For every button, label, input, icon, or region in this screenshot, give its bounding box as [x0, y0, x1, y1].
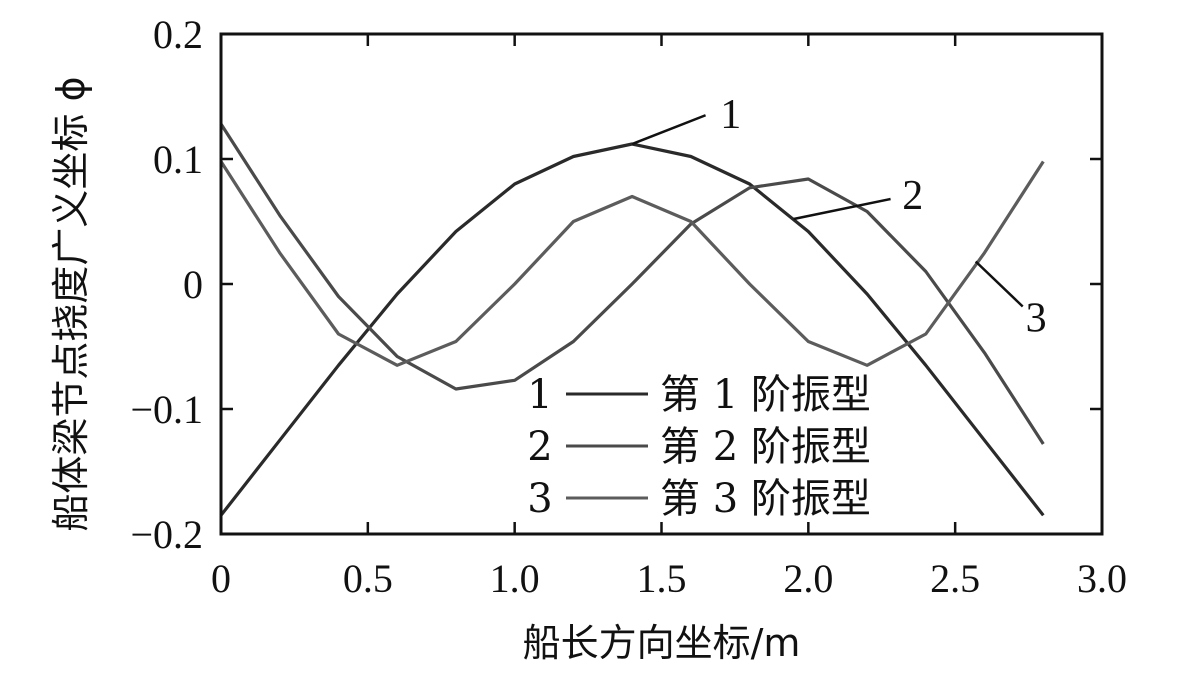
x-tick-label: 0: [211, 556, 231, 601]
y-tick-label: 0.2: [153, 12, 203, 57]
series-line-2: [219, 123, 1045, 445]
x-axis-title: 船长方向坐标/m: [523, 621, 801, 665]
x-tick-label: 2.5: [930, 556, 980, 601]
y-axis-title: 船体梁节点挠度广义坐标 ϕ: [49, 76, 93, 531]
y-tick-label: −0.1: [130, 387, 203, 432]
tick-layer: 0 0.5 1.0 1.5 2.0 2.5 3.0 0.2 0.1 0 −0.1 −0.2: [130, 12, 1127, 601]
y-tick-label: −0.2: [130, 512, 203, 557]
callout-label-3: 3: [1026, 296, 1047, 342]
y-tick-label: 0.1: [153, 137, 203, 182]
series-layer: [219, 123, 1045, 517]
x-tick-label: 3.0: [1077, 556, 1127, 601]
x-tick-label: 1.5: [637, 556, 687, 601]
callout-leader-2: [793, 197, 891, 221]
callout-label-1: 1: [720, 92, 741, 138]
x-tick-label: 1.0: [490, 556, 540, 601]
x-tick-label: 0.5: [343, 556, 393, 601]
legend-label-1: 第 1 阶振型: [660, 372, 871, 418]
legend-index-3: 3: [527, 476, 552, 522]
y-tick-label: 0: [183, 262, 203, 307]
series-line-3: [219, 160, 1045, 367]
legend-label-3: 第 3 阶振型: [660, 476, 871, 522]
x-tick-label: 2.0: [783, 556, 833, 601]
callout-layer: 1 2 3: [631, 92, 1047, 342]
legend-index-1: 1: [527, 372, 552, 418]
legend-index-2: 2: [527, 424, 552, 470]
series-line-1: [219, 142, 1045, 517]
callout-leader-1: [631, 114, 707, 146]
callout-label-2: 2: [902, 173, 923, 219]
legend-label-2: 第 2 阶振型: [660, 424, 871, 470]
legend: 1 第 1 阶振型 2 第 2 阶振型 3 第 3 阶振型: [527, 372, 871, 522]
callout-leader-3: [974, 260, 1024, 308]
